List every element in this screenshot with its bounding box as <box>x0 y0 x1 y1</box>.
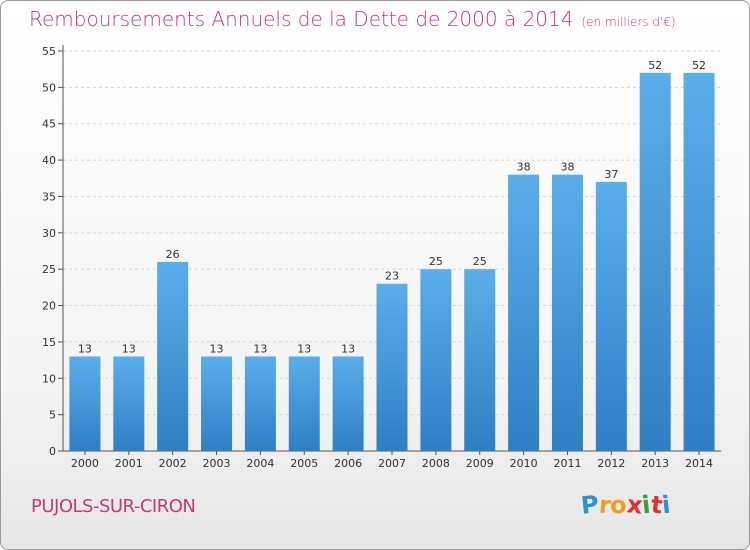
value-label-2004: 13 <box>253 342 267 355</box>
value-label-2003: 13 <box>210 342 224 355</box>
y-tick-label: 30 <box>42 227 56 240</box>
x-tick-label-2002: 2002 <box>159 457 187 470</box>
y-tick-label: 45 <box>42 118 56 131</box>
value-label-2010: 38 <box>517 161 531 174</box>
x-tick-label-2010: 2010 <box>510 457 538 470</box>
bar-2005 <box>288 356 320 451</box>
x-tick-label-2004: 2004 <box>246 457 274 470</box>
bar-2006 <box>332 356 364 451</box>
value-label-2012: 37 <box>604 168 618 181</box>
logo-letter: i <box>660 490 672 520</box>
bar-2009 <box>464 269 496 451</box>
value-label-2006: 13 <box>341 342 355 355</box>
value-label-2011: 38 <box>560 161 574 174</box>
bar-2012 <box>595 181 627 451</box>
bar-2010 <box>508 174 540 452</box>
y-tick-label: 35 <box>42 190 56 203</box>
x-tick-label-2008: 2008 <box>422 457 450 470</box>
value-label-2001: 13 <box>122 342 136 355</box>
y-tick-label: 15 <box>42 336 56 349</box>
chart-title-text: Remboursements Annuels de la Dette de 20… <box>29 7 574 31</box>
x-tick-label-2014: 2014 <box>685 457 713 470</box>
bar-2003 <box>201 356 233 451</box>
chart-subtitle: (en milliers d'€) <box>581 15 676 29</box>
bar-2007 <box>376 283 408 451</box>
x-tick-label-2005: 2005 <box>290 457 318 470</box>
y-tick-label: 10 <box>42 372 56 385</box>
y-tick-label: 20 <box>42 300 56 313</box>
x-tick-label-2013: 2013 <box>641 457 669 470</box>
place-name: PUJOLS-SUR-CIRON <box>31 496 196 517</box>
y-tick-label: 50 <box>42 81 56 94</box>
x-tick-label-2011: 2011 <box>553 457 581 470</box>
y-tick-label: 55 <box>42 45 56 58</box>
y-tick-label: 5 <box>49 409 56 422</box>
chart-title: Remboursements Annuels de la Dette de 20… <box>29 7 676 31</box>
x-tick-label-2007: 2007 <box>378 457 406 470</box>
value-label-2000: 13 <box>78 342 92 355</box>
bar-2004 <box>244 356 276 451</box>
value-label-2002: 26 <box>166 248 180 261</box>
value-label-2013: 52 <box>648 59 662 72</box>
x-tick-label-2006: 2006 <box>334 457 362 470</box>
y-tick-label: 25 <box>42 263 56 276</box>
bar-2002 <box>157 261 189 451</box>
value-label-2014: 52 <box>692 59 706 72</box>
bar-2014 <box>683 72 715 452</box>
x-tick-label-2012: 2012 <box>597 457 625 470</box>
value-label-2008: 25 <box>429 255 443 268</box>
labels: 0 5 10 15 20 25 30 35 40 45 50 55 13 2000 13 2001 26 2002… <box>42 45 713 470</box>
value-label-2009: 25 <box>473 255 487 268</box>
bar-2008 <box>420 269 452 451</box>
y-tick-label: 0 <box>49 445 56 458</box>
value-label-2005: 13 <box>297 342 311 355</box>
bar-2013 <box>639 72 671 452</box>
bar-2011 <box>551 174 583 452</box>
x-tick-label-2003: 2003 <box>203 457 231 470</box>
bar-2000 <box>69 356 101 451</box>
proxiti-logo: Proxiti <box>580 490 672 521</box>
x-tick-label-2009: 2009 <box>466 457 494 470</box>
value-label-2007: 23 <box>385 270 399 283</box>
bar-2001 <box>113 356 145 451</box>
y-tick-label: 40 <box>42 154 56 167</box>
x-tick-label-2000: 2000 <box>71 457 99 470</box>
x-tick-label-2001: 2001 <box>115 457 143 470</box>
bars <box>69 72 715 452</box>
